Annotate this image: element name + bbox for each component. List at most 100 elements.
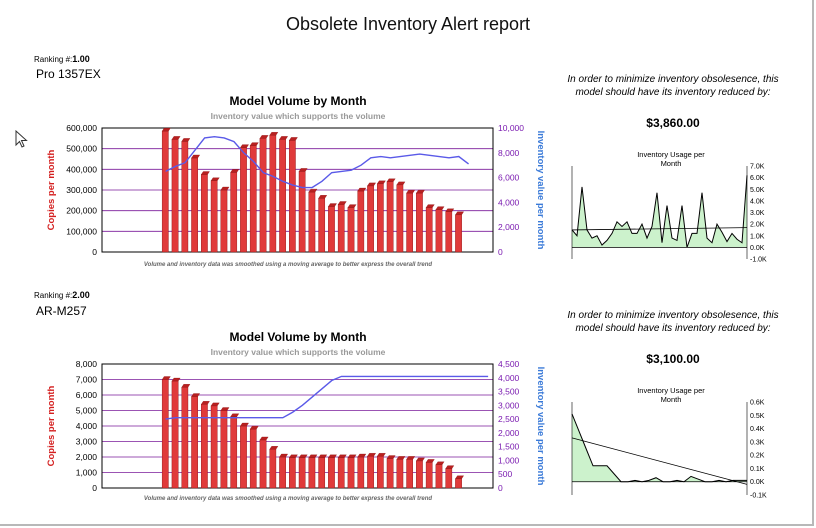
y-axis-title: Copies per month [46, 385, 57, 466]
volume-bar-top [416, 457, 425, 462]
y-tick-label: 3,000 [76, 437, 98, 447]
y-axis-title: Copies per month [46, 149, 57, 230]
volume-bar-top [298, 454, 308, 458]
y2-tick-label: 4,500 [498, 359, 520, 369]
y-tick-label: 600,000 [66, 123, 97, 133]
volume-bar-top [406, 456, 416, 460]
volume-bar-top [435, 206, 445, 210]
chart-subtitle: Inventory value which supports the volum… [211, 347, 386, 357]
usage-y-tick-label: 0.0K [750, 245, 765, 252]
usage-y-tick-label: 0.0K [750, 479, 765, 486]
volume-bar-top [386, 178, 396, 182]
y-tick-label: 8,000 [76, 359, 98, 369]
y2-tick-label: 3,000 [498, 400, 520, 410]
usage-y-tick-label: 7.0K [750, 164, 765, 171]
inventory-value-line [165, 375, 489, 420]
volume-bar-top [328, 203, 337, 207]
y2-tick-label: 0 [498, 247, 503, 257]
volume-bar-top [181, 384, 191, 388]
usage-y-tick-label: 2.0K [750, 222, 765, 229]
volume-bar-top [357, 453, 367, 458]
y2-tick-label: 2,000 [498, 428, 520, 438]
volume-bar-top [298, 168, 308, 172]
usage-title-line: Month [661, 395, 682, 404]
volume-bar-top [357, 187, 367, 192]
y-tick-label: 2,000 [76, 452, 98, 462]
volume-bar-top [347, 204, 357, 208]
volume-bar-top [161, 376, 171, 380]
y2-tick-label: 500 [498, 469, 512, 479]
y-tick-label: 500,000 [66, 144, 97, 154]
volume-bar-top [220, 186, 230, 191]
usage-y-tick-label: 0.1K [750, 466, 765, 473]
y2-tick-label: 2,500 [498, 414, 520, 424]
usage-line [571, 175, 748, 248]
usage-y-tick-label: 4.0K [750, 198, 765, 205]
volume-bar-top [425, 204, 435, 208]
ranking-2: Ranking #:2.00 [34, 290, 90, 300]
ranking-1: Ranking #:1.00 [34, 54, 90, 64]
volume-bar-top [367, 182, 376, 187]
volume-bar-top [230, 413, 240, 417]
usage-y-tick-label: 0.3K [750, 439, 765, 446]
usage-y-tick-label: 6.0K [750, 175, 765, 182]
y2-tick-label: 8,000 [498, 148, 520, 158]
y2-axis-title: Inventory value per month [535, 367, 546, 486]
usage-y-tick-label: 5.0K [750, 187, 765, 194]
y-tick-label: 0 [92, 483, 97, 493]
volume-bar-top [269, 132, 279, 136]
y2-tick-label: 1,000 [498, 455, 520, 465]
volume-bar-top [396, 181, 406, 185]
model-name-2: AR-M257 [36, 304, 87, 318]
reduction-amount-1: $3,860.00 [646, 116, 700, 130]
volume-bar-top [288, 454, 298, 458]
y-tick-label: 6,000 [76, 390, 98, 400]
y2-tick-label: 2,000 [498, 222, 520, 232]
y2-tick-label: 6,000 [498, 173, 520, 183]
volume-bar-top [181, 138, 191, 142]
y-tick-label: 7,000 [76, 375, 98, 385]
plot-frame [101, 363, 494, 489]
usage-title-line: Inventory Usage per [637, 386, 705, 395]
y-tick-label: 200,000 [66, 206, 97, 216]
volume-bar-top [200, 171, 210, 175]
usage-title-line: Month [661, 159, 682, 168]
volume-bar-top [435, 461, 445, 465]
volume-bar-top [376, 453, 386, 457]
ranking-value: 2.00 [72, 290, 90, 300]
mouse-cursor-icon [15, 130, 28, 148]
volume-bar-top [337, 454, 347, 458]
y-tick-label: 4,000 [76, 421, 98, 431]
volume-bar-top [318, 195, 328, 199]
usage-title-line: Inventory Usage per [637, 150, 705, 159]
volume-bar-top [240, 144, 249, 148]
usage-area [572, 413, 747, 482]
chart-title: Model Volume by Month [229, 94, 366, 108]
model-name-1: Pro 1357EX [36, 67, 101, 81]
volume-bar-top [269, 446, 279, 450]
volume-bar-top [171, 377, 181, 382]
volume-bar-top [308, 454, 318, 458]
volume-bar-top [308, 188, 318, 193]
volume-bar-top [337, 201, 347, 205]
usage-y-tick-label: 0.5K [750, 413, 765, 420]
volume-bar-top [259, 135, 269, 139]
volume-bar-top [445, 208, 455, 212]
volume-bar-top [161, 127, 171, 132]
usage-y-tick-label: 1.0K [750, 233, 765, 240]
ranking-label: Ranking #: [34, 55, 73, 64]
volume-bar-top [279, 136, 289, 140]
volume-bar-top [191, 154, 201, 159]
y2-tick-label: 0 [498, 483, 503, 493]
volume-bar-top [191, 393, 201, 397]
volume-bar-top [376, 180, 386, 184]
usage-y-tick-label: -0.1K [750, 493, 767, 500]
volume-chart-2: Model Volume by Month Inventory value whi… [46, 330, 546, 502]
inventory-value-line [165, 135, 469, 189]
volume-bar-top [220, 407, 230, 411]
volume-bar-top [259, 436, 269, 441]
volume-bar-top [445, 465, 455, 469]
y2-tick-label: 1,500 [498, 442, 520, 452]
